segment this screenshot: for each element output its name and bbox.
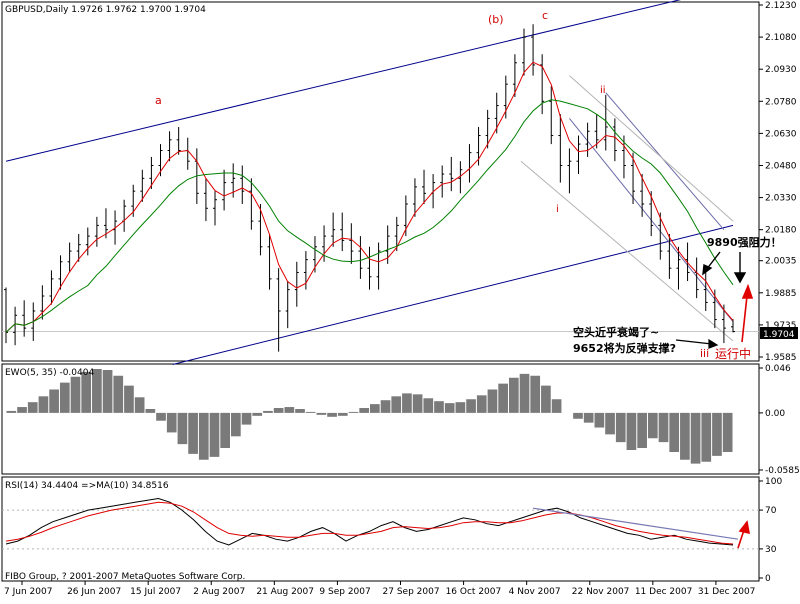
copyright-text: FIBO Group, ? 2001-2007 MetaQuotes Softw… [5,572,245,582]
date-tick-label: 4 Nov 2007 [509,587,561,597]
date-tick-label: 9 Sep 2007 [319,587,370,597]
date-tick-label: 15 Jul 2007 [130,587,181,597]
price-tick-label: 2.0330 [765,194,797,204]
main-panel-frame [1,1,760,362]
resistance-arrows [702,251,747,284]
rsi-tick-label: 0 [765,574,771,584]
price-tick-label: 2.0930 [765,65,797,75]
date-tick-label: 16 Oct 2007 [446,587,502,597]
ma-fast-line [5,61,734,333]
support-arrow-head [708,338,719,349]
bounce-arrow-rsi-line [737,529,745,549]
axis-ticks: 2.1230 2.1080 2.0930 2.0780 2.0630 2.0480 2.03… [4,1,800,597]
wave-label-ii: ii [600,85,606,96]
rsi-trendline [532,507,739,540]
fan-line-upper [605,92,725,231]
price-tick-label: 2.0180 [765,226,797,236]
price-tick-label: 1.9885 [765,289,797,299]
price-tick-label: 1.9735 [765,321,797,331]
wave-label-a: a [155,94,162,107]
rsi-tick-label: 100 [765,477,782,487]
price-tick-label: 1.9585 [765,353,797,363]
rsi-tick-label: 70 [765,506,777,516]
rsi-panel-frame [1,476,760,582]
ewo-tick-label: -0.0585 [765,466,800,476]
rsi-tick-label: 30 [765,545,777,555]
date-tick-label: 31 Dec 2007 [698,587,756,597]
rsi-ma-line [5,501,734,545]
wave-label-c: c [542,9,548,22]
bounce-arrow-main-head [741,283,754,299]
ewo-panel-frame [1,363,760,475]
candlestick-series [4,24,735,352]
price-marker-label: 1.9704 [763,330,795,340]
ma-slow-line [5,99,734,333]
wave-label-iii: iii [700,347,709,360]
wave-label-i: i [556,204,559,215]
price-tick-label: 2.1080 [765,33,797,43]
date-tick-label: 22 Nov 2007 [572,587,630,597]
channel-upper-line [5,0,682,162]
price-tick-label: 2.0630 [765,129,797,139]
ewo-header: EWO(5, 35) -0.0404 [5,368,94,378]
price-tick-label: 2.0035 [765,257,797,267]
arrow-head-right [733,272,747,284]
support-note: 9652将为反弹支撑? [573,341,676,355]
resistance-note: 9890强阻力！ [707,235,782,249]
price-tick-label: 2.0780 [765,97,797,107]
ewo-histogram [6,368,733,464]
wave-label-b: (b) [488,13,504,26]
arrow-head-left [702,263,713,276]
price-marker [760,327,798,339]
bears-note: 空头近乎衰竭了~ [573,325,659,339]
date-tick-label: 27 Sep 2007 [383,587,440,597]
date-tick-label: 26 Jun 2007 [67,587,121,597]
price-tick-label: 2.1230 [765,1,797,11]
moving-averages [5,61,734,333]
rsi-lines [5,497,739,546]
trend-overlays [5,0,734,365]
price-tick-label: 2.0480 [765,161,797,171]
bounce-arrow-main-line [741,295,748,343]
ewo-tick-label: 0.00 [765,409,785,419]
bounce-arrow-rsi [737,520,751,549]
bounce-arrow-rsi-head [738,520,751,535]
fan-line-light-lower [520,160,734,342]
running-note: 运行中 [715,346,751,361]
fan-line-light-upper [569,75,734,222]
ewo-tick-label: 0.046 [765,364,791,374]
date-tick-label: 21 Aug 2007 [256,587,314,597]
rsi-line [5,497,734,546]
support-arrow [675,338,719,349]
date-tick-label: 7 Jun 2007 [4,587,52,597]
main-header: GBPUSD,Daily 1.9726 1.9762 1.9700 1.9704 [5,5,206,15]
bounce-arrow-main [741,283,754,343]
channel-lower-line [172,224,734,365]
support-arrow-line [675,339,713,345]
date-tick-label: 2 Aug 2007 [193,587,245,597]
date-tick-label: 11 Dec 2007 [635,587,693,597]
rsi-header: RSI(14) 34.4404 =>MA(10) 34.8516 [5,481,169,491]
gridlines [2,331,759,550]
